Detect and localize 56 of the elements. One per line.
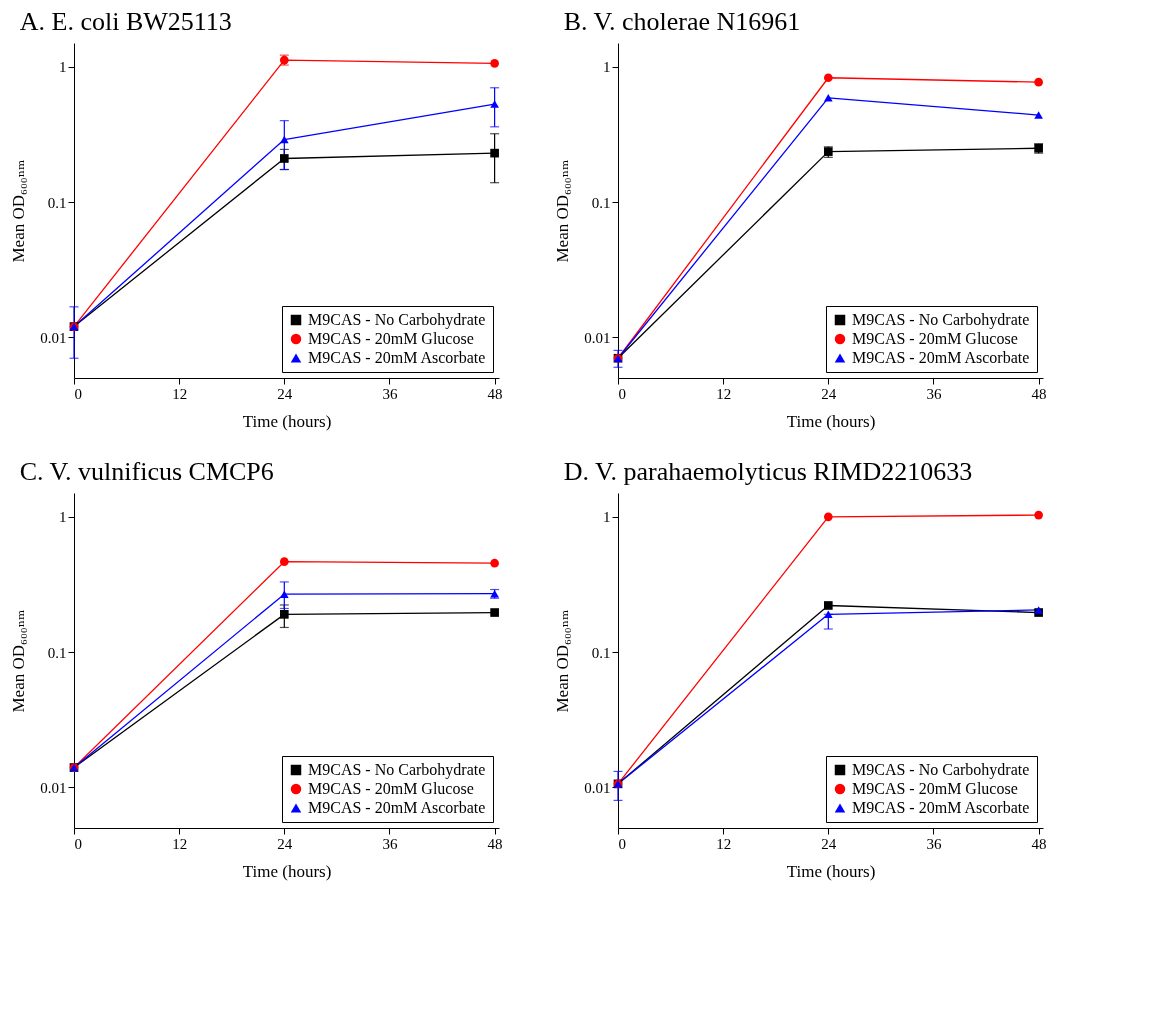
x-tick-label: 48 bbox=[487, 835, 503, 852]
x-tick-label: 36 bbox=[382, 385, 398, 402]
legend-label: M9CAS - No Carbohydrate bbox=[852, 761, 1030, 779]
y-tick-label: 0.01 bbox=[40, 779, 67, 796]
x-axis-title: Time (hours) bbox=[786, 861, 876, 881]
x-tick-label: 0 bbox=[74, 385, 82, 402]
y-tick-label: 0.01 bbox=[40, 329, 67, 346]
x-axis-title: Time (hours) bbox=[786, 411, 876, 431]
x-tick-label: 12 bbox=[716, 835, 732, 852]
y-axis-title: Mean OD₆₀₀ₙₘ bbox=[553, 159, 573, 263]
chart-title: D. V. parahaemolyticus RIMD2210633 bbox=[563, 457, 973, 486]
x-axis-title: Time (hours) bbox=[242, 861, 332, 881]
x-tick-label: 0 bbox=[618, 385, 626, 402]
x-tick-label: 12 bbox=[172, 385, 188, 402]
legend-label: M9CAS - 20mM Glucose bbox=[852, 780, 1018, 797]
legend-label: M9CAS - 20mM Glucose bbox=[852, 330, 1018, 347]
y-axis-title: Mean OD₆₀₀ₙₘ bbox=[9, 609, 29, 713]
x-tick-label: 48 bbox=[1031, 835, 1047, 852]
y-tick-label: 0.1 bbox=[47, 194, 67, 211]
x-tick-label: 36 bbox=[926, 385, 942, 402]
legend-label: M9CAS - 20mM Ascorbate bbox=[308, 349, 486, 366]
y-tick-label: 0.1 bbox=[591, 194, 611, 211]
x-tick-label: 36 bbox=[926, 835, 942, 852]
y-tick-label: 1 bbox=[603, 509, 611, 526]
x-tick-label: 0 bbox=[74, 835, 82, 852]
legend-label: M9CAS - No Carbohydrate bbox=[308, 311, 486, 329]
legend-label: M9CAS - 20mM Ascorbate bbox=[852, 349, 1030, 366]
y-tick-label: 0.01 bbox=[584, 329, 611, 346]
legend-label: M9CAS - No Carbohydrate bbox=[852, 311, 1030, 329]
legend-label: M9CAS - 20mM Ascorbate bbox=[852, 799, 1030, 816]
x-tick-label: 24 bbox=[277, 835, 293, 852]
x-tick-label: 24 bbox=[821, 835, 837, 852]
x-tick-label: 0 bbox=[618, 835, 626, 852]
chart-title: C. V. vulnificus CMCP6 bbox=[19, 457, 274, 486]
y-tick-label: 1 bbox=[603, 59, 611, 76]
x-tick-label: 12 bbox=[716, 385, 732, 402]
y-tick-label: 0.1 bbox=[591, 644, 611, 661]
y-tick-label: 0.1 bbox=[47, 644, 67, 661]
legend-label: M9CAS - 20mM Glucose bbox=[308, 780, 474, 797]
x-tick-label: 24 bbox=[277, 385, 293, 402]
x-tick-label: 48 bbox=[487, 385, 503, 402]
legend-label: M9CAS - No Carbohydrate bbox=[308, 761, 486, 779]
y-tick-label: 1 bbox=[59, 509, 67, 526]
legend-label: M9CAS - 20mM Ascorbate bbox=[308, 799, 486, 816]
y-tick-label: 1 bbox=[59, 59, 67, 76]
x-tick-label: 24 bbox=[821, 385, 837, 402]
chart-title: B. V. cholerae N16961 bbox=[563, 7, 801, 36]
x-tick-label: 12 bbox=[172, 835, 188, 852]
y-axis-title: Mean OD₆₀₀ₙₘ bbox=[9, 159, 29, 263]
y-axis-title: Mean OD₆₀₀ₙₘ bbox=[553, 609, 573, 713]
chart-title: A. E. coli BW25113 bbox=[19, 7, 232, 36]
x-axis-title: Time (hours) bbox=[242, 411, 332, 431]
x-tick-label: 48 bbox=[1031, 385, 1047, 402]
legend-label: M9CAS - 20mM Glucose bbox=[308, 330, 474, 347]
y-tick-label: 0.01 bbox=[584, 779, 611, 796]
x-tick-label: 36 bbox=[382, 835, 398, 852]
